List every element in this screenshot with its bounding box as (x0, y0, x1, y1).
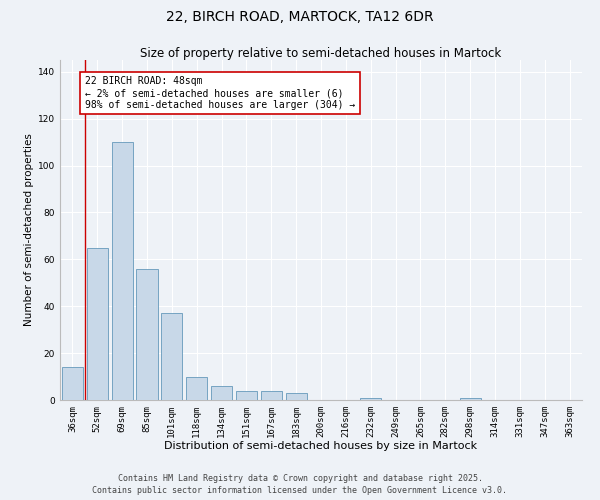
Bar (112, 142, 133, 400)
Bar (186, 376, 207, 400)
Bar (360, 398, 381, 400)
Bar (236, 390, 257, 400)
Bar (136, 268, 158, 400)
Title: Size of property relative to semi-detached houses in Martock: Size of property relative to semi-detach… (140, 47, 502, 60)
Bar (62, 367, 83, 400)
Bar (286, 393, 307, 400)
X-axis label: Distribution of semi-detached houses by size in Martock: Distribution of semi-detached houses by … (164, 442, 478, 452)
Text: Contains HM Land Registry data © Crown copyright and database right 2025.
Contai: Contains HM Land Registry data © Crown c… (92, 474, 508, 495)
Bar (211, 386, 232, 400)
Bar (261, 390, 282, 400)
Text: 22, BIRCH ROAD, MARTOCK, TA12 6DR: 22, BIRCH ROAD, MARTOCK, TA12 6DR (166, 10, 434, 24)
Bar (460, 398, 481, 400)
Text: 22 BIRCH ROAD: 48sqm
← 2% of semi-detached houses are smaller (6)
98% of semi-de: 22 BIRCH ROAD: 48sqm ← 2% of semi-detach… (85, 76, 356, 110)
Y-axis label: Number of semi-detached properties: Number of semi-detached properties (24, 134, 34, 326)
Bar (87, 248, 108, 400)
Bar (161, 313, 182, 400)
